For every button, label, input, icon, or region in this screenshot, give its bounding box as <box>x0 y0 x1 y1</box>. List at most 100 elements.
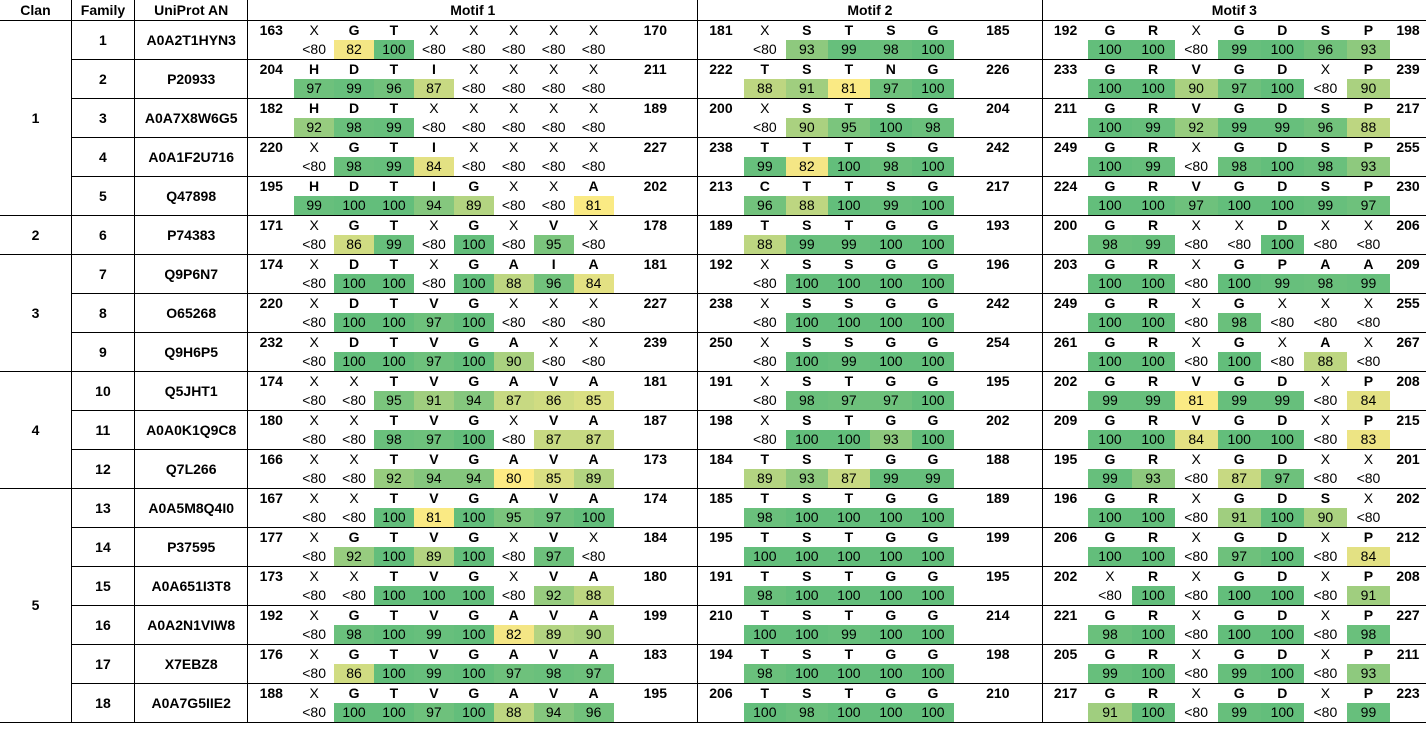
family-row-top: 16 A0A2N1VIW8 192 X G T V G A V A 199 210 T S T G G 214 221… <box>0 605 1426 645</box>
residue-cell: T <box>389 646 399 662</box>
residue-cell: G <box>1233 295 1245 311</box>
conservation-value: 87 <box>533 430 574 450</box>
conservation-value: 100 <box>911 274 954 294</box>
residue-cell: X <box>548 295 559 311</box>
conservation-value: 100 <box>413 586 454 606</box>
conservation-value: 99 <box>827 625 870 645</box>
residue-cell: T <box>389 100 399 116</box>
residue-cell: G <box>1233 412 1245 428</box>
residue-cell: T <box>844 451 854 467</box>
family-cell: 10 <box>71 371 135 411</box>
conservation-value: 100 <box>1131 274 1175 294</box>
spacer-cell <box>613 235 699 255</box>
conservation-value: 97 <box>533 508 574 528</box>
conservation-value: 98 <box>1088 235 1132 255</box>
residue-cell: X <box>469 100 479 116</box>
motif-start-position: 206 <box>709 685 733 701</box>
residue-cell: X <box>1363 334 1374 350</box>
conservation-value: 100 <box>743 547 786 567</box>
spacer-cell <box>697 547 744 567</box>
motif-start-position: 210 <box>709 607 733 623</box>
spacer-cell <box>953 508 1043 528</box>
residue-cell: P <box>1363 685 1374 701</box>
conservation-value: 95 <box>374 391 414 411</box>
spacer-cell <box>1389 40 1426 60</box>
spacer-cell <box>1389 352 1426 372</box>
motif-end-position: 195 <box>953 566 1043 586</box>
conservation-value: <80 <box>413 40 454 60</box>
conservation-value: 100 <box>785 274 828 294</box>
spacer-cell <box>247 625 295 645</box>
conservation-value: <80 <box>533 40 574 60</box>
residue-cell: G <box>1233 529 1245 545</box>
conservation-value: <80 <box>294 391 335 411</box>
residue-cell: A <box>588 490 599 506</box>
residue-cell: G <box>1233 178 1245 194</box>
family-cell: 15 <box>71 566 135 606</box>
conservation-value: <80 <box>1174 40 1218 60</box>
conservation-value: 93 <box>785 469 828 489</box>
motif-end-position: 227 <box>1396 607 1420 623</box>
conservation-value: 100 <box>453 703 494 723</box>
conservation-value: 86 <box>334 664 374 684</box>
residue-cell: D <box>348 256 360 272</box>
conservation-value: <80 <box>1174 313 1218 333</box>
residue-cell: S <box>1320 22 1331 38</box>
residue-cell: G <box>468 646 480 662</box>
residue-cell: T <box>389 217 399 233</box>
family-cell: 9 <box>71 332 135 372</box>
residue-cell: X <box>1363 451 1374 467</box>
spacer-cell <box>697 40 744 60</box>
residue-cell: G <box>468 295 480 311</box>
residue-cell: X <box>760 256 770 272</box>
spacer-cell <box>247 547 295 567</box>
residue-cell: G <box>468 451 480 467</box>
residue-cell: G <box>927 61 939 77</box>
residue-cell: X <box>1105 568 1115 584</box>
motif-start-position: 203 <box>1053 256 1078 272</box>
residue-cell: X <box>588 334 599 350</box>
conservation-value: 97 <box>573 664 614 684</box>
conservation-value: 100 <box>334 703 374 723</box>
residue-cell: T <box>760 646 770 662</box>
residue-cell: X <box>1191 295 1201 311</box>
conservation-value: <80 <box>294 547 335 567</box>
conservation-value: 100 <box>911 430 954 450</box>
spacer-cell <box>697 703 744 723</box>
conservation-value: 99 <box>413 625 454 645</box>
conservation-value: 100 <box>911 703 954 723</box>
residue-cell: V <box>1191 373 1201 389</box>
conservation-value: 100 <box>869 547 912 567</box>
residue-cell: G <box>927 295 939 311</box>
motif-start-position: 249 <box>1053 295 1078 311</box>
conservation-value: 96 <box>743 196 786 216</box>
residue-cell: A <box>508 451 519 467</box>
spacer-cell <box>1389 586 1426 606</box>
spacer-cell <box>1389 508 1426 528</box>
residue-cell: G <box>1233 451 1245 467</box>
conservation-value: <80 <box>1346 313 1390 333</box>
conservation-value: 91 <box>1217 508 1261 528</box>
conservation-value: 100 <box>785 625 828 645</box>
conservation-value: 88 <box>493 274 534 294</box>
motif-end-position: 242 <box>953 137 1043 157</box>
conservation-value: 93 <box>1346 40 1390 60</box>
motif-start-position: 261 <box>1053 334 1078 350</box>
motif-start-position: 191 <box>709 568 733 584</box>
spacer-cell <box>613 547 699 567</box>
residue-cell: P <box>1277 256 1287 272</box>
conservation-value: 98 <box>911 118 954 138</box>
conservation-value: 100 <box>785 664 828 684</box>
conservation-value: 97 <box>1217 547 1261 567</box>
residue-cell: T <box>844 646 854 662</box>
residue-cell: G <box>927 100 939 116</box>
conservation-value: <80 <box>1303 469 1347 489</box>
spacer-cell <box>1389 547 1426 567</box>
spacer-cell <box>953 664 1043 684</box>
residue-cell: S <box>802 607 812 623</box>
conservation-value: <80 <box>493 157 534 177</box>
family-row-top: 2 6 P74383 171 X G T X G X V X 178 189 T S T G G 193 200 G R X X… <box>0 215 1426 255</box>
conservation-value: 88 <box>573 586 614 606</box>
residue-cell: X <box>1320 685 1331 701</box>
residue-cell: R <box>1147 178 1159 194</box>
